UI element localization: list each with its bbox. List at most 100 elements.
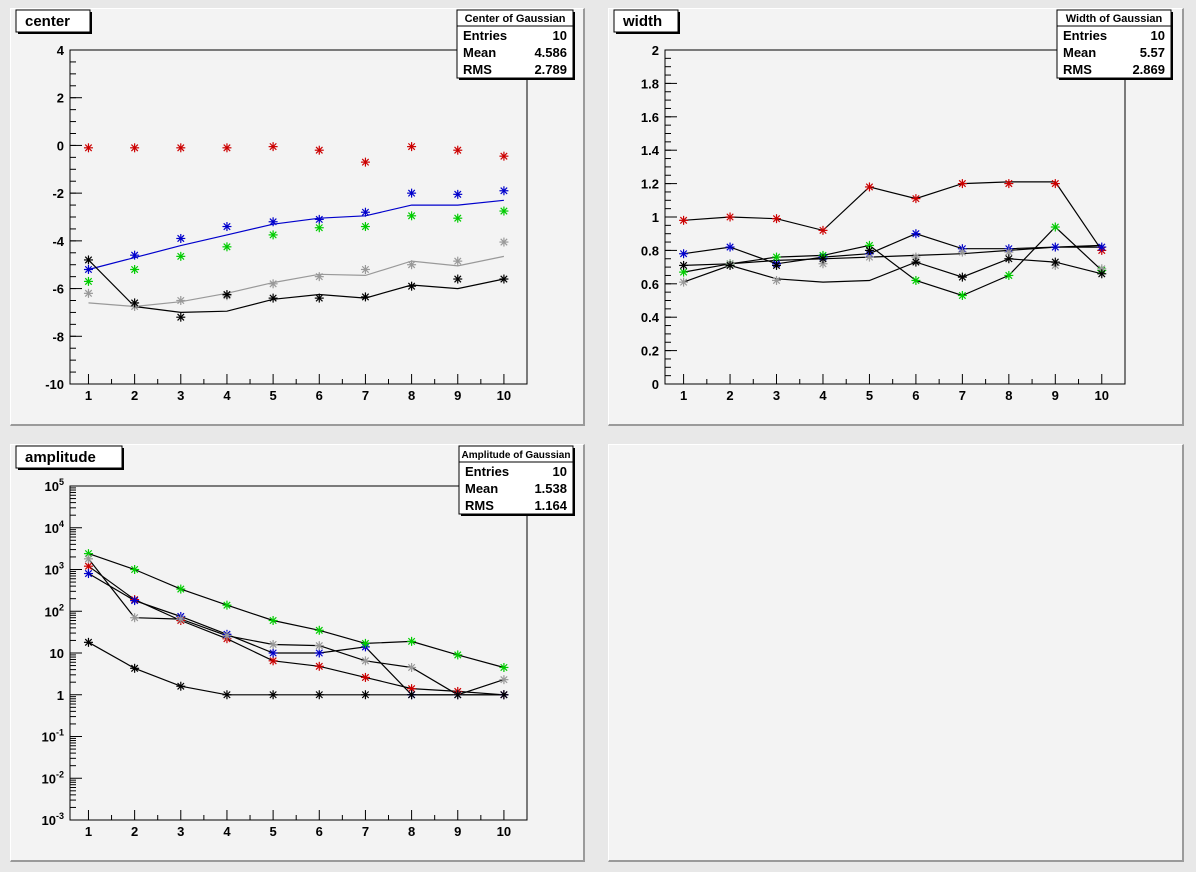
data-point — [314, 293, 324, 303]
y-tick-label: -4 — [52, 234, 64, 249]
x-tick-label: 3 — [773, 388, 780, 403]
y-tick-label: 1.8 — [641, 76, 659, 91]
data-point — [1097, 242, 1107, 252]
data-point — [911, 257, 921, 267]
data-point — [83, 288, 93, 298]
data-point — [679, 260, 689, 270]
data-point — [453, 690, 463, 700]
stats-name: Amplitude of Gaussian — [462, 450, 571, 461]
data-point — [407, 662, 417, 672]
x-tick-label: 5 — [269, 388, 276, 403]
data-point — [83, 255, 93, 265]
data-point — [453, 274, 463, 284]
data-point — [83, 637, 93, 647]
data-point — [268, 217, 278, 227]
data-point — [772, 275, 782, 285]
data-point — [772, 260, 782, 270]
data-point — [222, 690, 232, 700]
series-line — [88, 572, 504, 696]
chart-title: width — [622, 13, 662, 30]
data-point — [130, 565, 140, 574]
data-point — [407, 636, 417, 646]
data-point — [130, 298, 140, 308]
stats-name: Center of Gaussian — [465, 13, 566, 25]
data-point — [268, 616, 278, 626]
stats-mean-label: Mean — [1063, 45, 1096, 60]
y-tick-label: 2 — [57, 91, 64, 106]
stats-rms-label: RMS — [1063, 62, 1092, 77]
x-tick-label: 9 — [1052, 388, 1059, 403]
data-point — [176, 143, 186, 153]
data-point — [957, 272, 967, 282]
y-tick-label: 4 — [57, 43, 65, 58]
data-point — [314, 661, 324, 671]
stats-mean-label: Mean — [463, 45, 496, 60]
stats-entries-value: 10 — [553, 28, 567, 43]
x-tick-label: 10 — [1095, 388, 1109, 403]
data-point — [453, 650, 463, 660]
data-point — [268, 639, 278, 649]
stats-mean-label: Mean — [465, 481, 498, 496]
y-tick-label: 104 — [45, 519, 64, 536]
data-point — [268, 690, 278, 700]
data-point — [360, 690, 370, 700]
y-tick-label: -2 — [52, 186, 64, 201]
data-point — [407, 188, 417, 198]
x-tick-label: 4 — [223, 388, 231, 403]
series-line — [683, 181, 1103, 251]
data-point — [772, 252, 782, 262]
x-tick-label: 6 — [316, 388, 323, 403]
chart-center: 1 2 3 4 5 6 7 8 9 10 4 2 0 -2 -4 -6 -8 -10 center Center of… — [15, 9, 575, 403]
data-point — [957, 290, 967, 300]
x-tick-label: 7 — [362, 388, 369, 403]
data-point — [453, 189, 463, 199]
y-tick-label: 1.4 — [641, 143, 660, 158]
stats-entries-value: 10 — [553, 464, 567, 479]
y-tick-label: -10 — [45, 377, 64, 392]
title-box — [15, 445, 123, 469]
data-point — [176, 584, 186, 594]
data-point — [222, 222, 232, 232]
y-tick-label: 102 — [45, 602, 64, 619]
series-fit-line — [88, 255, 505, 308]
data-point — [176, 251, 186, 261]
y-tick-label: -6 — [52, 282, 64, 297]
y-tick-label: 0.4 — [641, 310, 660, 325]
data-point — [407, 281, 417, 291]
stats-rms-label: RMS — [463, 62, 492, 77]
data-point — [176, 312, 186, 322]
data-point — [314, 145, 324, 155]
data-point — [268, 230, 278, 240]
data-point — [864, 182, 874, 192]
data-point — [130, 596, 140, 606]
stats-mean-value: 5.57 — [1140, 45, 1165, 60]
data-point — [725, 242, 735, 252]
y-tick-label: -8 — [52, 329, 64, 344]
x-tick-label: 9 — [454, 824, 461, 839]
x-tick-label: 6 — [912, 388, 919, 403]
title-box — [613, 9, 679, 33]
data-point — [360, 638, 370, 648]
data-point — [499, 151, 509, 161]
x-tick-label: 10 — [497, 824, 511, 839]
data-point — [222, 143, 232, 153]
y-tick-label: 103 — [45, 561, 64, 578]
stats-entries-label: Entries — [1063, 28, 1107, 43]
data-point — [1050, 257, 1060, 267]
y-tick-label: 1 — [652, 210, 659, 225]
data-point — [268, 293, 278, 303]
y-tick-label: 10-2 — [42, 769, 64, 786]
data-point — [130, 613, 140, 623]
data-point — [499, 662, 509, 672]
series-fit-line — [88, 199, 504, 271]
y-tick-label: 0 — [652, 377, 659, 392]
x-tick-label: 2 — [131, 388, 138, 403]
stats-entries-label: Entries — [465, 464, 509, 479]
data-point — [222, 290, 232, 300]
series-line — [683, 233, 1102, 265]
data-point — [407, 260, 417, 270]
x-tick-label: 3 — [177, 388, 184, 403]
data-point — [1050, 179, 1060, 189]
data-point — [176, 233, 186, 243]
